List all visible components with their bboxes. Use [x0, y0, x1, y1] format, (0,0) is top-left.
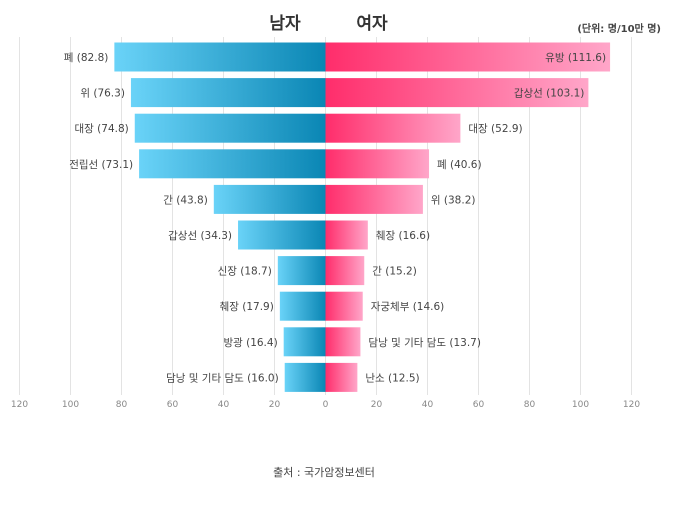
right-title: 여자: [356, 14, 388, 34]
male-bar: [283, 327, 326, 357]
female-bar-label: 폐 (40.6): [437, 159, 482, 171]
male-bar: [134, 113, 326, 143]
x-tick-label: 80: [524, 400, 536, 410]
female-bar-label: 위 (38.2): [431, 193, 476, 206]
x-tick-label: 20: [371, 400, 383, 410]
female-bar-label: 유방 (111.6): [545, 52, 606, 64]
female-bar-label: 췌장 (16.6): [376, 230, 430, 242]
female-bar: [325, 113, 461, 143]
male-bar-label: 위 (76.3): [80, 87, 125, 100]
male-bar-label: 대장 (74.8): [75, 123, 129, 135]
female-bar: [325, 220, 368, 250]
male-bar-label: 췌장 (17.9): [220, 301, 274, 313]
x-tick-label: 120: [11, 400, 28, 410]
x-tick-label: 40: [422, 400, 434, 410]
female-bar: [325, 78, 589, 108]
female-bar-label: 간 (15.2): [372, 266, 417, 278]
left-title: 남자: [269, 14, 301, 34]
unit-note: (단위: 명/10만 명): [577, 22, 661, 35]
male-bar-label: 방광 (16.4): [223, 337, 277, 349]
female-bar-label: 자궁체부 (14.6): [371, 301, 445, 313]
female-bar: [325, 149, 430, 179]
male-bar-label: 담낭 및 기타 담도 (16.0): [166, 372, 279, 384]
female-bar-label: 난소 (12.5): [365, 372, 419, 384]
male-bar: [130, 78, 326, 108]
male-bar: [139, 149, 326, 179]
x-tick-label: 100: [572, 400, 589, 410]
male-bar-label: 갑상선 (34.3): [168, 230, 232, 242]
bars-group: [114, 42, 611, 392]
female-bar: [325, 256, 365, 286]
male-bar-label: 전립선 (73.1): [69, 158, 133, 171]
x-axis-ticks: 120 100 80 60 40 20 0 20 40 60 80 100 120: [11, 400, 640, 410]
male-bar: [238, 220, 326, 250]
female-bar-label: 갑상선 (103.1): [514, 88, 585, 100]
x-tick-label: 60: [167, 400, 179, 410]
x-tick-label: 80: [116, 400, 128, 410]
female-bar: [325, 291, 363, 321]
male-bar: [114, 42, 326, 72]
x-tick-label: 20: [269, 400, 281, 410]
bar-labels-group: 폐 (82.8) 위 (76.3) 대장 (74.8) 전립선 (73.1) 간 (43…: [64, 52, 606, 384]
male-bar-label: 신장 (18.7): [218, 266, 272, 278]
x-tick-label: 0: [323, 400, 329, 410]
male-bar-label: 폐 (82.8): [64, 52, 109, 64]
female-bar-label: 대장 (52.9): [468, 123, 522, 135]
female-bar-label: 담낭 및 기타 담도 (13.7): [368, 337, 481, 349]
female-bar: [325, 327, 361, 357]
female-bar: [325, 362, 358, 392]
male-bar-label: 간 (43.8): [163, 194, 208, 206]
female-bar: [325, 42, 611, 72]
male-bar: [213, 184, 326, 214]
source-note: 출처 : 국가암정보센터: [273, 466, 375, 479]
x-tick-label: 40: [218, 400, 230, 410]
male-bar: [284, 362, 326, 392]
x-tick-label: 120: [623, 400, 640, 410]
x-tick-label: 60: [473, 400, 485, 410]
female-bar: [325, 184, 423, 214]
x-tick-label: 100: [62, 400, 79, 410]
male-bar: [277, 256, 326, 286]
male-bar: [279, 291, 326, 321]
